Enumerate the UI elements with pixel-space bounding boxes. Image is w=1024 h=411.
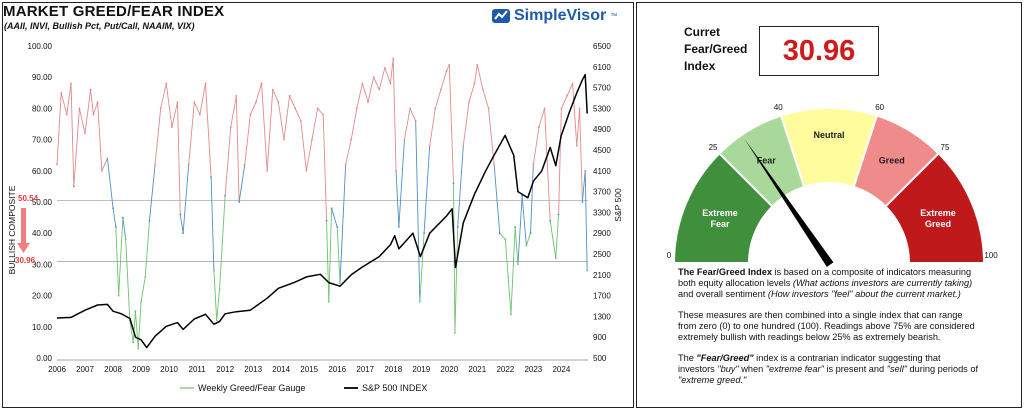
chart-title: MARKET GREED/FEAR INDEX bbox=[3, 3, 225, 20]
description-paragraph-2: These measures are then combined into a … bbox=[678, 310, 975, 342]
chart-panel bbox=[2, 2, 634, 408]
brand-name: SimpleVisor bbox=[514, 7, 607, 24]
brand-mark-icon bbox=[492, 9, 510, 23]
gauge-description: The Fear/Greed Index is based on a compo… bbox=[678, 267, 978, 396]
gauge-box-label: Curret Fear/Greed Index bbox=[684, 25, 748, 73]
description-paragraph-3: The "Fear/Greed" index is a contrarian i… bbox=[678, 353, 978, 385]
description-paragraph-1: The Fear/Greed Index is based on a compo… bbox=[678, 267, 973, 299]
brand-trademark: ™ bbox=[610, 12, 618, 20]
chart-subtitle: (AAII, INVI, Bullish Pct, Put/Call, NAAI… bbox=[4, 21, 195, 31]
gauge-panel bbox=[636, 2, 1022, 408]
brand-logo: SimpleVisor ™ bbox=[492, 7, 617, 25]
gauge-value: 30.96 bbox=[759, 26, 879, 76]
